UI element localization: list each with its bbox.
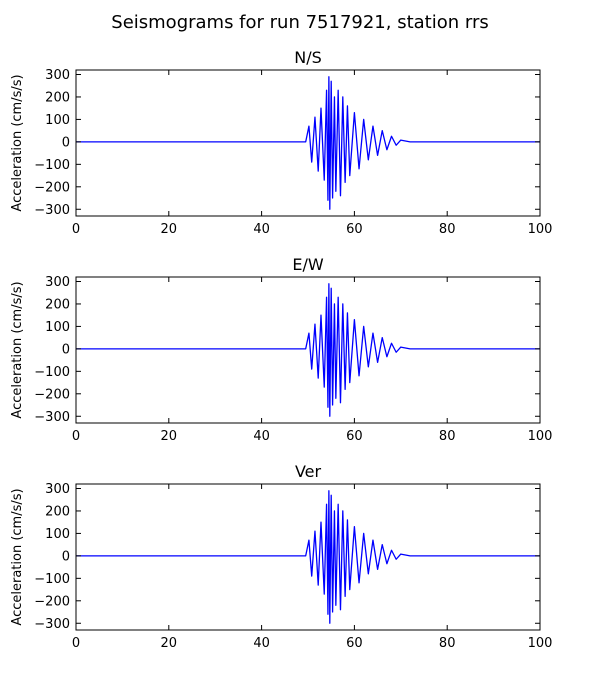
y-tick-label: −100 <box>34 158 70 173</box>
x-tick-label: 0 <box>72 636 80 651</box>
y-tick-label: 300 <box>45 482 70 497</box>
x-tick-label: 40 <box>253 222 270 237</box>
y-tick-label: 200 <box>45 297 70 312</box>
x-tick-label: 100 <box>528 636 553 651</box>
y-tick-label: −100 <box>34 572 70 587</box>
x-tick-label: 100 <box>528 429 553 444</box>
x-tick-label: 60 <box>346 636 363 651</box>
panel-ver: Ver Acceleration (cm/s/s) 0 20 40 60 80 100 −300… <box>10 462 552 651</box>
axes-frame <box>75 276 541 424</box>
y-tick-label: 100 <box>45 113 70 128</box>
x-tick-label: 20 <box>161 429 178 444</box>
x-tick-label: 60 <box>346 429 363 444</box>
x-tick-label: 20 <box>161 222 178 237</box>
x-tick-label: 20 <box>161 636 178 651</box>
seismogram-trace <box>76 76 540 210</box>
panel-ns: N/S Acceleration (cm/s/s) 0 20 40 60 80 100 −300… <box>10 48 552 237</box>
y-axis-label: Acceleration (cm/s/s) <box>10 488 25 625</box>
y-tick-label: 200 <box>45 504 70 519</box>
panel-ew: E/W Acceleration (cm/s/s) 0 20 40 60 80 100 −300… <box>10 255 552 444</box>
figure-title: Seismograms for run 7517921, station rrs <box>111 12 488 33</box>
y-tick-label: −200 <box>34 180 70 195</box>
panel-title: Ver <box>295 462 322 481</box>
y-tick-label: 0 <box>62 342 70 357</box>
seismogram-trace <box>76 490 540 624</box>
y-tick-label: −200 <box>34 387 70 402</box>
axes-frame <box>75 483 541 631</box>
axes-frame <box>75 69 541 217</box>
y-tick-label: −300 <box>34 410 70 425</box>
y-tick-label: 100 <box>45 320 70 335</box>
x-tick-label: 40 <box>253 429 270 444</box>
x-tick-label: 0 <box>72 429 80 444</box>
y-axis-label: Acceleration (cm/s/s) <box>10 281 25 418</box>
y-tick-label: −300 <box>34 617 70 632</box>
x-tick-label: 80 <box>439 636 456 651</box>
y-tick-label: −300 <box>34 203 70 218</box>
y-tick-label: −100 <box>34 365 70 380</box>
x-tick-label: 100 <box>528 222 553 237</box>
x-tick-label: 80 <box>439 429 456 444</box>
y-tick-label: 0 <box>62 135 70 150</box>
x-tick-label: 0 <box>72 222 80 237</box>
seismogram-trace <box>76 283 540 417</box>
y-axis-label: Acceleration (cm/s/s) <box>10 74 25 211</box>
panel-title: E/W <box>292 255 324 274</box>
y-tick-label: 0 <box>62 549 70 564</box>
panel-title: N/S <box>294 48 322 67</box>
y-tick-label: 200 <box>45 90 70 105</box>
y-tick-label: 100 <box>45 527 70 542</box>
x-tick-label: 40 <box>253 636 270 651</box>
x-tick-label: 80 <box>439 222 456 237</box>
y-tick-label: 300 <box>45 68 70 83</box>
y-tick-label: 300 <box>45 275 70 290</box>
y-tick-label: −200 <box>34 594 70 609</box>
x-tick-label: 60 <box>346 222 363 237</box>
